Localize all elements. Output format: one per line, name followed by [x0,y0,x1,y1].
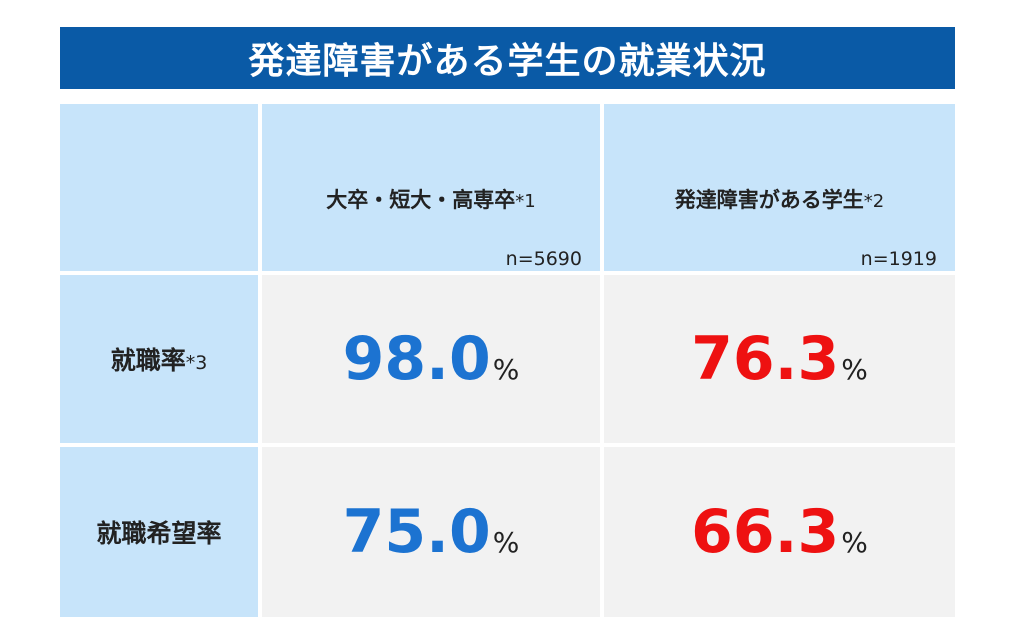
value-unit: % [841,526,868,559]
sample-size: n=1919 [860,248,937,270]
value: 75.0% [262,497,600,567]
value: 76.3% [604,324,955,394]
sample-size: n=5690 [505,248,582,270]
value: 98.0% [262,324,600,394]
footnote-marker: *3 [185,352,208,374]
value-number: 75.0 [342,497,491,567]
row-label-text: 就職希望率 [96,519,222,548]
column-title-label: 大卒・短大・高専卒 [326,188,516,212]
row-label: 就職希望率 [60,514,258,550]
column-title-label: 発達障害がある学生 [674,188,864,212]
page-title: 発達障害がある学生の就業状況 [60,27,955,89]
column-header-dd-students: 発達障害がある学生*2 n=1919 [604,104,955,271]
value-unit: % [492,353,520,386]
row-header-job-seeking-rate: 就職希望率 [60,447,258,617]
value-unit: % [841,353,868,386]
value-number: 98.0 [342,324,491,394]
row-label: 就職率*3 [60,341,258,377]
value-cell: 66.3% [604,447,955,617]
column-header-university: 大卒・短大・高専卒*1 n=5690 [262,104,600,271]
column-title: 大卒・短大・高専卒*1 [262,184,600,214]
value-cell: 75.0% [262,447,600,617]
table-corner-cell [60,104,258,271]
value: 66.3% [604,497,955,567]
value-cell: 98.0% [262,275,600,443]
row-header-employment-rate: 就職率*3 [60,275,258,443]
value-cell: 76.3% [604,275,955,443]
footnote-marker: *2 [863,191,885,212]
value-number: 66.3 [691,497,840,567]
footnote-marker: *1 [515,191,536,212]
column-title: 発達障害がある学生*2 [604,184,955,214]
value-unit: % [492,526,520,559]
row-label-text: 就職率 [110,346,186,375]
value-number: 76.3 [691,324,840,394]
